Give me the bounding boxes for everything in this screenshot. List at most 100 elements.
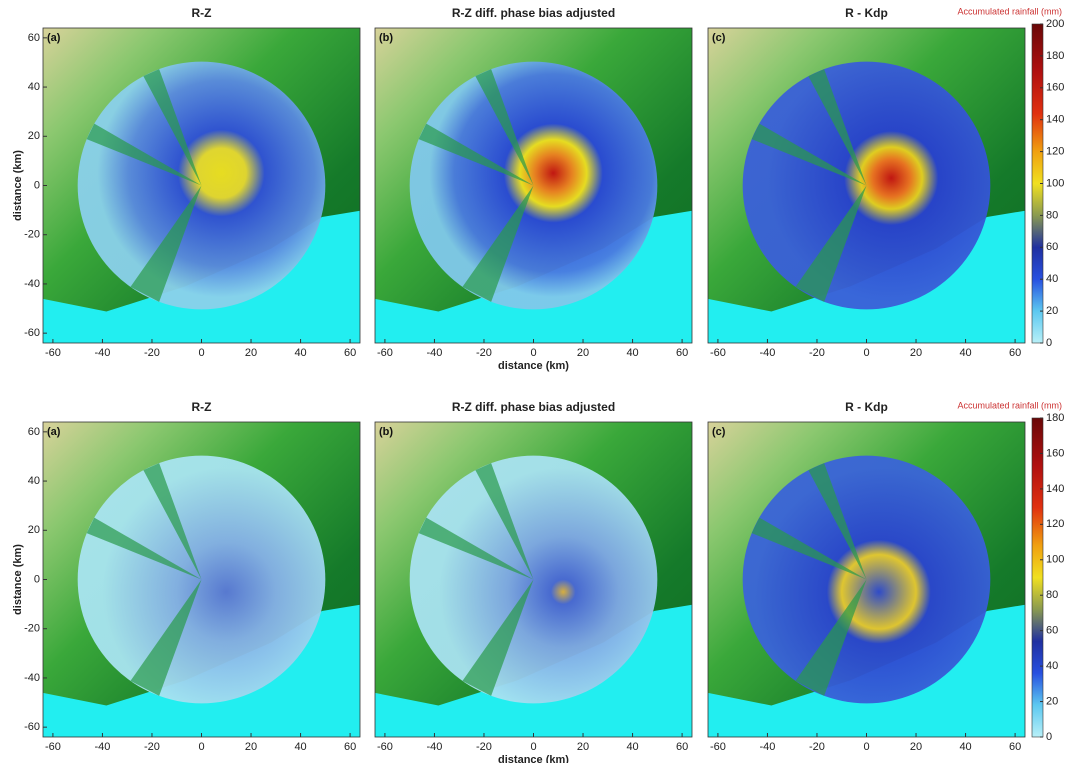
x-tick-label: 20 [577, 741, 589, 753]
y-tick-label: 40 [28, 475, 40, 487]
x-tick-label: -20 [476, 347, 492, 359]
x-tick-label: -60 [710, 347, 726, 359]
colorbar-tick-label: 160 [1046, 82, 1064, 94]
y-tick-label: -40 [24, 672, 40, 684]
x-tick-label: 20 [245, 347, 257, 359]
panel-label: (a) [47, 426, 61, 438]
y-tick-label: 20 [28, 524, 40, 536]
x-tick-label: -20 [809, 741, 825, 753]
colorbar-tick-label: 20 [1046, 695, 1058, 707]
x-tick-label: -20 [476, 741, 492, 753]
colorbar-tick-label: 0 [1046, 337, 1052, 349]
x-tick-label: -40 [759, 347, 775, 359]
x-tick-label: -40 [426, 347, 442, 359]
y-tick-label: 60 [28, 32, 40, 44]
x-tick-label: 60 [1009, 347, 1021, 359]
colorbar-tick-label: 160 [1046, 447, 1064, 459]
x-tick-label: 40 [626, 347, 638, 359]
x-tick-label: -60 [710, 741, 726, 753]
y-tick-label: 20 [28, 130, 40, 142]
x-tick-label: 0 [863, 347, 869, 359]
colorbar-tick-label: 100 [1046, 177, 1064, 189]
x-tick-label: 60 [676, 741, 688, 753]
x-tick-label: 60 [344, 741, 356, 753]
panel-title: R - Kdp [845, 6, 888, 20]
x-tick-label: 60 [344, 347, 356, 359]
x-tick-label: 60 [1009, 741, 1021, 753]
colorbar-tick-label: 80 [1046, 209, 1058, 221]
x-tick-label: -40 [94, 347, 110, 359]
panel-label: (c) [712, 426, 726, 438]
figure: R-Z(a)-60-40-2002040606040200-20-40-60di… [0, 0, 1066, 763]
x-tick-label: 40 [294, 741, 306, 753]
x-tick-label: 40 [626, 741, 638, 753]
x-axis-label: distance (km) [498, 754, 569, 763]
map-panel [708, 422, 1025, 737]
map-panel [43, 422, 360, 737]
x-tick-label: -40 [94, 741, 110, 753]
colorbar-label: Accumulated rainfall (mm) [957, 400, 1062, 410]
x-tick-label: 20 [245, 741, 257, 753]
x-tick-label: -60 [45, 347, 61, 359]
panel-label: (a) [47, 32, 61, 44]
panel-title: R-Z diff. phase bias adjusted [452, 400, 615, 414]
y-tick-label: -20 [24, 229, 40, 241]
x-tick-label: 40 [959, 347, 971, 359]
colorbar-tick-label: 180 [1046, 412, 1064, 424]
panel-title: R-Z diff. phase bias adjusted [452, 6, 615, 20]
x-tick-label: -40 [426, 741, 442, 753]
panel-label: (c) [712, 32, 726, 44]
x-tick-label: -20 [144, 741, 160, 753]
map-panel [708, 28, 1025, 343]
x-tick-label: 0 [198, 347, 204, 359]
panel-label: (b) [379, 32, 393, 44]
map-panel [375, 422, 692, 737]
colorbar-tick-label: 20 [1046, 305, 1058, 317]
x-tick-label: 0 [863, 741, 869, 753]
map-panel [43, 28, 360, 343]
x-tick-label: 40 [294, 347, 306, 359]
panel-label: (b) [379, 426, 393, 438]
x-tick-label: 20 [577, 347, 589, 359]
x-axis-label: distance (km) [498, 360, 569, 372]
x-tick-label: 0 [530, 741, 536, 753]
colorbar-label: Accumulated rainfall (mm) [957, 6, 1062, 16]
panel-title: R - Kdp [845, 400, 888, 414]
map-panel [375, 28, 692, 343]
y-tick-label: 0 [34, 573, 40, 585]
x-tick-label: 40 [959, 741, 971, 753]
colorbar-tick-label: 120 [1046, 518, 1064, 530]
x-tick-label: 20 [910, 741, 922, 753]
x-tick-label: -60 [377, 741, 393, 753]
colorbar-tick-label: 0 [1046, 731, 1052, 743]
colorbar-tick-label: 40 [1046, 273, 1058, 285]
y-tick-label: -60 [24, 327, 40, 339]
panel-title: R-Z [192, 400, 212, 414]
y-tick-label: 0 [34, 179, 40, 191]
y-tick-label: -40 [24, 278, 40, 290]
colorbar-tick-label: 80 [1046, 589, 1058, 601]
x-tick-label: 0 [198, 741, 204, 753]
colorbar-tick-label: 140 [1046, 114, 1064, 126]
x-tick-label: 20 [910, 347, 922, 359]
x-tick-label: -20 [809, 347, 825, 359]
y-tick-label: 40 [28, 81, 40, 93]
colorbar-tick-label: 200 [1046, 18, 1064, 30]
panel-title: R-Z [192, 6, 212, 20]
colorbar-tick-label: 60 [1046, 625, 1058, 637]
x-tick-label: -60 [45, 741, 61, 753]
y-tick-label: -60 [24, 721, 40, 733]
x-tick-label: 0 [530, 347, 536, 359]
colorbar [1032, 418, 1043, 737]
colorbar-tick-label: 180 [1046, 50, 1064, 62]
x-tick-label: 60 [676, 347, 688, 359]
colorbar-tick-label: 100 [1046, 554, 1064, 566]
x-tick-label: -40 [759, 741, 775, 753]
y-axis-label: distance (km) [12, 544, 24, 615]
x-tick-label: -20 [144, 347, 160, 359]
colorbar-tick-label: 40 [1046, 660, 1058, 672]
colorbar-tick-label: 120 [1046, 146, 1064, 158]
y-tick-label: -20 [24, 623, 40, 635]
x-tick-label: -60 [377, 347, 393, 359]
colorbar-tick-label: 60 [1046, 241, 1058, 253]
